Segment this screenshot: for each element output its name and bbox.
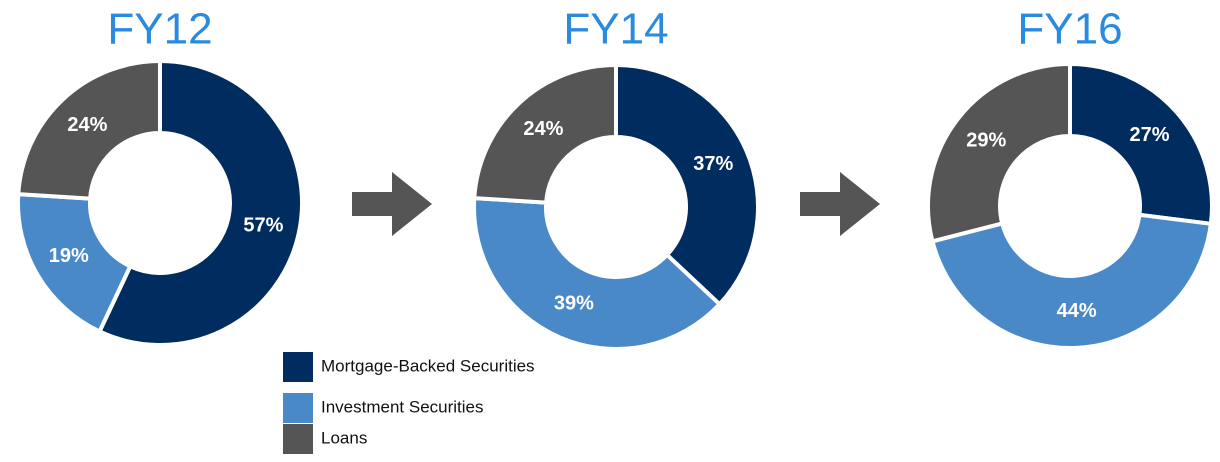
donut-slice [930,212,1214,350]
donut-slice [16,191,133,335]
value-label: 24% [523,118,563,140]
donut-slice [926,61,1072,244]
value-label: 19% [49,245,89,267]
chart-title: FY14 [563,5,668,54]
donut-slice [16,58,162,201]
value-label: 29% [966,129,1006,151]
value-label: 37% [693,153,733,175]
chart-title: FY12 [107,5,212,54]
value-label: 24% [67,114,107,136]
chart-title: FY16 [1017,5,1122,54]
legend-swatch [283,352,313,382]
value-label: 27% [1129,124,1169,146]
value-label: 57% [243,214,283,236]
donut-slice [472,62,618,205]
donut-slice [1068,61,1214,227]
donut-slice [472,195,723,351]
value-label: 44% [1057,300,1097,322]
legend-swatch [283,393,313,423]
value-label: 39% [554,293,594,315]
arrow [800,172,880,236]
donut-slice [614,62,760,308]
legend-swatch [283,424,313,454]
arrow [352,172,432,236]
legend-label: Loans [321,428,367,447]
donut-slice [96,58,304,347]
legend-label: Investment Securities [321,397,484,416]
legend-label: Mortgage-Backed Securities [321,356,535,375]
